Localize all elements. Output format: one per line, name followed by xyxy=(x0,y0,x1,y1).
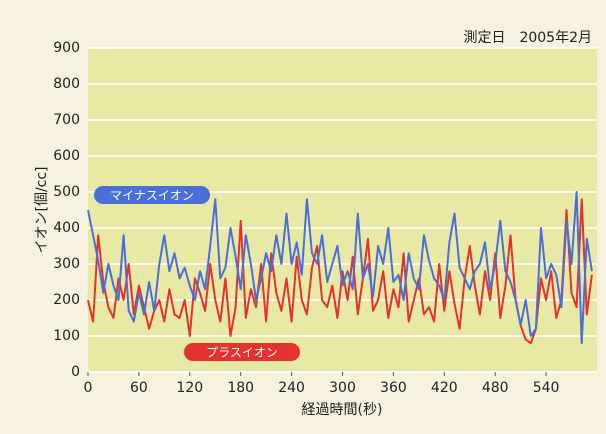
x-tick-label: 480 xyxy=(482,380,509,396)
x-tick-label: 120 xyxy=(176,380,203,396)
x-tick-label: 240 xyxy=(278,380,305,396)
legend-pill xyxy=(94,186,210,204)
y-tick-label: 600 xyxy=(53,148,80,164)
legend-label: マイナスイオン xyxy=(110,189,194,203)
legend-label: プラスイオン xyxy=(206,346,278,360)
x-tick-label: 0 xyxy=(84,380,93,396)
legend-pill xyxy=(184,343,300,361)
y-tick-label: 700 xyxy=(53,112,80,128)
y-tick-label: 0 xyxy=(71,364,80,380)
y-tick-label: 400 xyxy=(53,220,80,236)
y-axis-label: イオン[個/cc] xyxy=(34,166,50,253)
y-tick-label: 500 xyxy=(53,184,80,200)
x-tick-label: 60 xyxy=(130,380,148,396)
x-tick-label: 180 xyxy=(227,380,254,396)
x-tick-label: 420 xyxy=(431,380,458,396)
y-tick-label: 900 xyxy=(53,40,80,56)
series-line xyxy=(87,191,593,345)
y-tick-label: 800 xyxy=(53,76,80,92)
y-tick-label: 200 xyxy=(53,292,80,308)
chart-title: 測定日 2005年2月 xyxy=(463,30,592,46)
series-line xyxy=(87,198,593,345)
y-tick-label: 100 xyxy=(53,328,80,344)
x-tick-label: 300 xyxy=(329,380,356,396)
x-axis-label: 経過時間(秒) xyxy=(302,402,383,418)
x-tick-label: 360 xyxy=(380,380,407,396)
plot-area xyxy=(88,48,597,372)
x-tick-label: 540 xyxy=(533,380,560,396)
y-tick-label: 300 xyxy=(53,256,80,272)
